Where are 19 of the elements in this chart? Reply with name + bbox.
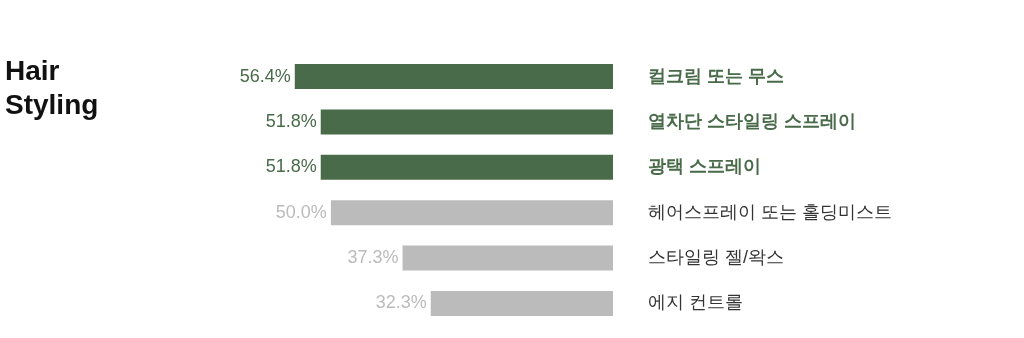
y-tick-label: 스타일링 젤/왁스 [648, 247, 785, 268]
bar [330, 200, 613, 226]
y-tick-label: 에지 컨트롤 [648, 292, 744, 313]
data-label: 51.8% [265, 110, 317, 131]
data-label: 37.3% [347, 247, 399, 268]
data-label: 51.8% [265, 156, 317, 177]
data-label: 56.4% [239, 65, 291, 86]
data-label: 50.0% [275, 201, 327, 222]
bar [320, 109, 613, 135]
y-tick-label: 컬크림 또는 무스 [648, 65, 785, 86]
bar [294, 64, 613, 90]
bar [430, 290, 613, 316]
bar [402, 245, 613, 271]
y-tick-label: 광택 스프레이 [648, 156, 762, 177]
y-tick-label: 열차단 스타일링 스프레이 [648, 110, 857, 131]
y-tick-label: 헤어스프레이 또는 홀딩미스트 [648, 201, 893, 222]
bar [320, 154, 613, 180]
text: Hair Styling [5, 55, 99, 120]
data-label: 32.3% [375, 292, 427, 313]
